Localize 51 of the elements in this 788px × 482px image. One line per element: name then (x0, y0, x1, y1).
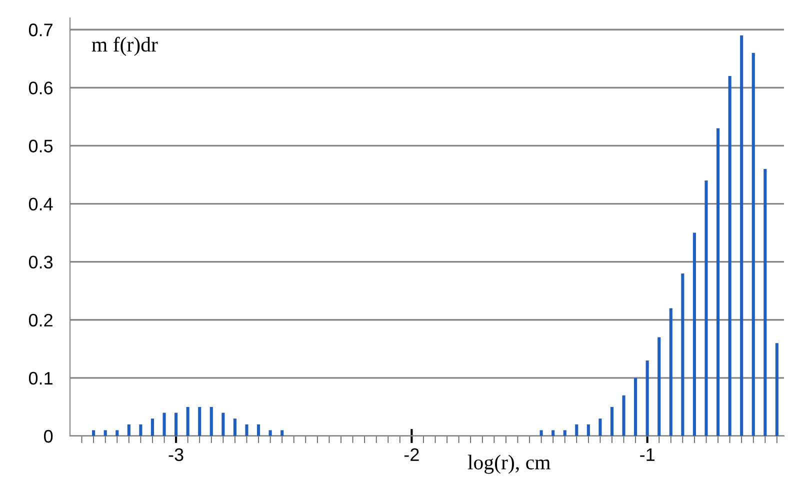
y-tick-label: 0.3 (28, 256, 53, 269)
y-tick-label: 0.6 (28, 82, 53, 94)
bar (728, 76, 732, 436)
bar (104, 430, 107, 436)
y-tick-label: 0.5 (28, 140, 53, 152)
y-axis-title: m f(r)dr (92, 36, 158, 56)
bar (256, 424, 260, 436)
bar (669, 308, 672, 436)
y-tick-label: 0.4 (28, 198, 53, 210)
x-tick-label: -2 (404, 448, 419, 461)
bar (646, 360, 649, 436)
bar (598, 418, 602, 436)
bar (634, 378, 638, 436)
bar (622, 395, 626, 436)
bar (540, 430, 543, 436)
bar (752, 52, 755, 436)
bar (92, 430, 96, 436)
bar (692, 232, 696, 436)
bar (210, 406, 213, 436)
bar (280, 430, 284, 436)
bar (704, 180, 708, 436)
bar (233, 418, 236, 436)
bar (681, 273, 684, 436)
x-axis-title: log(r), cm (468, 454, 550, 474)
bar (127, 424, 130, 436)
x-tick-label: -1 (640, 448, 654, 461)
y-tick-label: 0.7 (28, 24, 52, 36)
bar (150, 418, 154, 436)
y-tick-label: 0 (44, 430, 53, 443)
bar (174, 412, 178, 436)
bar (268, 430, 272, 436)
bar (775, 343, 778, 436)
bar (245, 424, 248, 436)
bar (575, 424, 578, 436)
bar (563, 430, 566, 436)
x-tick-label: -3 (168, 448, 184, 462)
bar (198, 406, 202, 436)
bar (586, 424, 590, 436)
bar (740, 35, 744, 436)
bar (139, 424, 142, 436)
bar (764, 168, 767, 436)
bar (552, 430, 555, 436)
bar (716, 128, 720, 436)
bar (658, 337, 661, 436)
bar (162, 412, 166, 436)
y-tick-label: 0.1 (28, 372, 52, 385)
bar (116, 430, 119, 436)
bar (222, 412, 225, 436)
bar (186, 406, 190, 436)
y-tick-label: 0.2 (28, 314, 52, 327)
bar (610, 406, 614, 436)
